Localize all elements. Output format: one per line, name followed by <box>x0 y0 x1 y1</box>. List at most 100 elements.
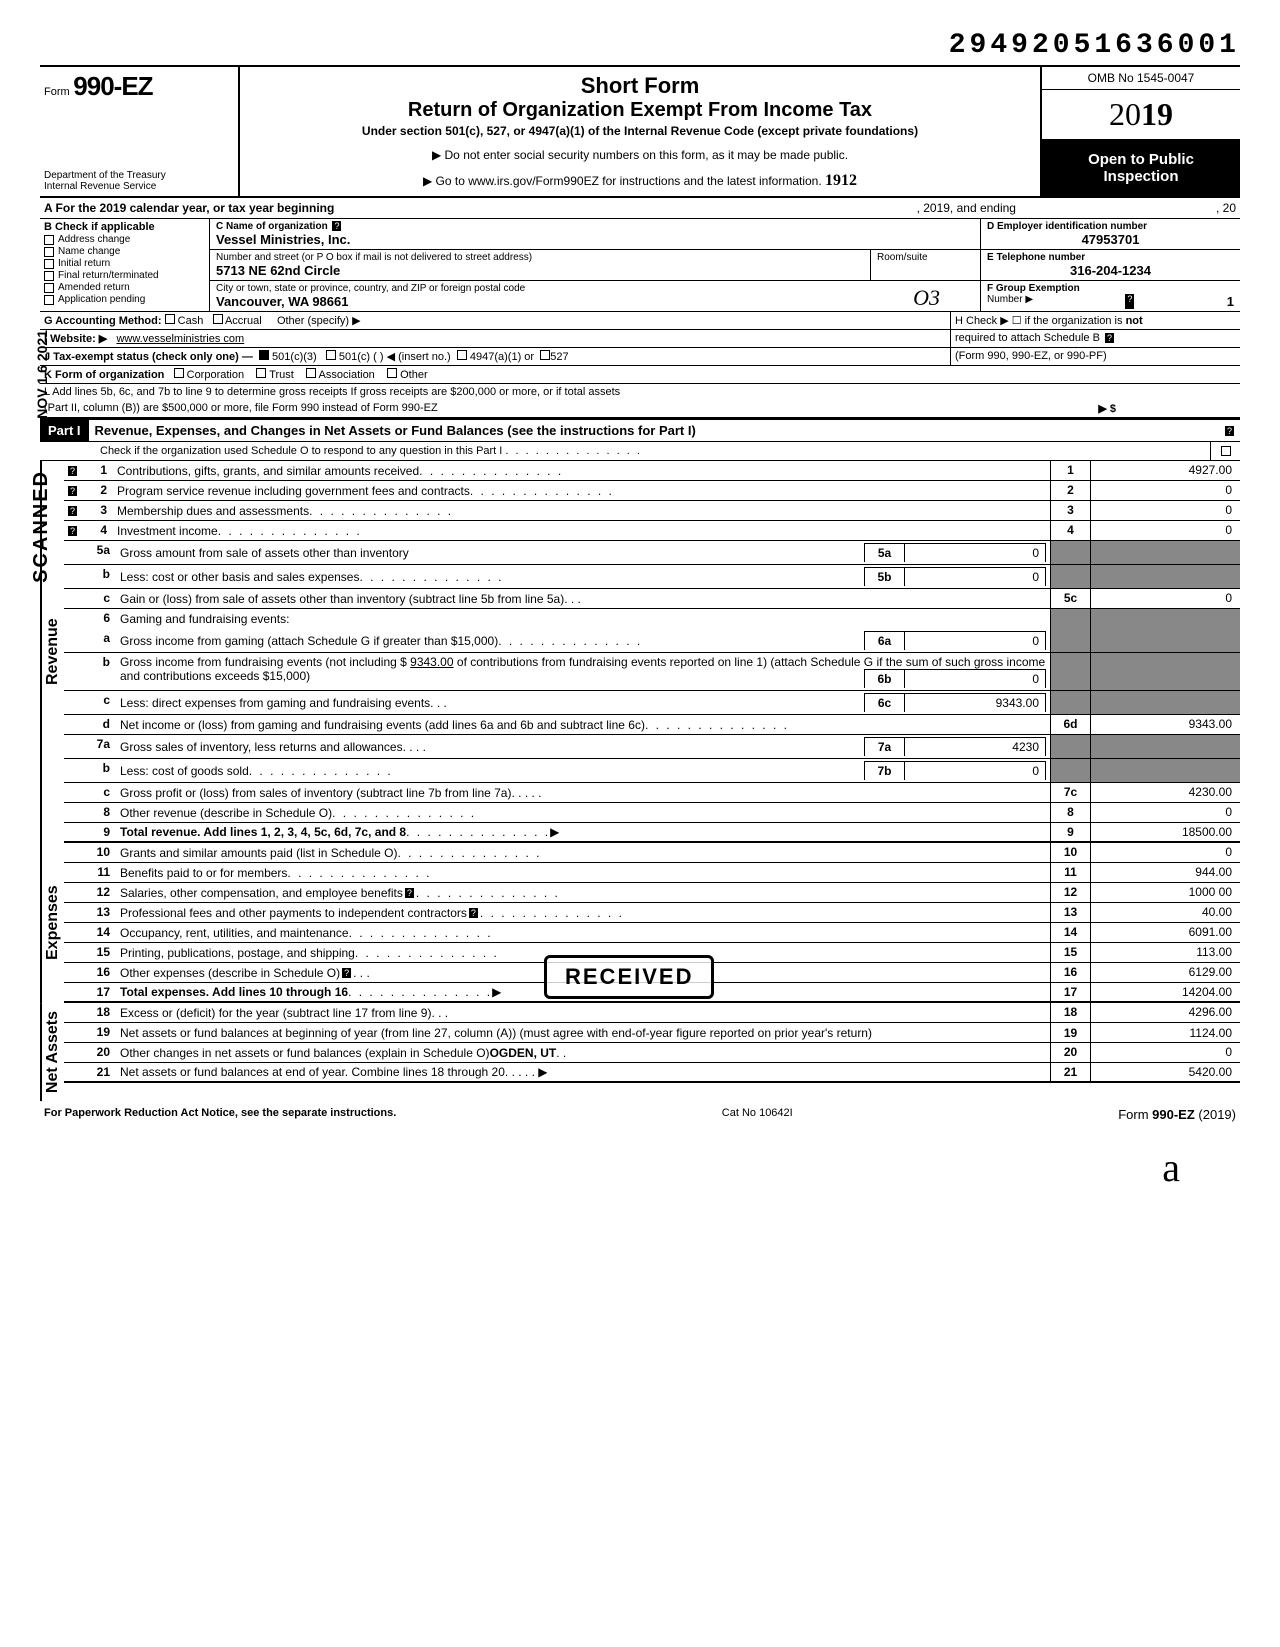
room-suite: Room/suite <box>870 250 980 280</box>
cb-527[interactable] <box>540 350 550 360</box>
help-icon[interactable]: ? <box>469 908 478 918</box>
cb-label-5: Application pending <box>58 294 145 305</box>
k-label: K Form of organization <box>44 369 164 381</box>
line-a: A For the 2019 calendar year, or tax yea… <box>40 198 1240 219</box>
ln8-c: 8 <box>1050 803 1090 822</box>
website-value: www.vesselministries com <box>116 333 244 345</box>
ln11-d: Benefits paid to or for members <box>116 863 1050 882</box>
handwritten-o3: O3 <box>913 285 940 311</box>
date-stamp: NOV 1 6 2021 <box>34 330 50 419</box>
ln5c-d: Gain or (loss) from sale of assets other… <box>116 589 1050 608</box>
cb-501c[interactable] <box>326 350 336 360</box>
h-line2: not <box>1126 315 1143 327</box>
cb-501c3-checked[interactable] <box>259 350 269 360</box>
cb-4947[interactable] <box>457 350 467 360</box>
ln1-v: 4927.00 <box>1090 461 1240 480</box>
instruction-1: ▶ Do not enter social security numbers o… <box>252 148 1028 162</box>
ln17-c: 17 <box>1050 983 1090 1001</box>
help-icon[interactable]: ? <box>1105 333 1114 343</box>
cb-accrual[interactable] <box>213 314 223 324</box>
footer-left: For Paperwork Reduction Act Notice, see … <box>44 1107 396 1122</box>
help-icon[interactable]: ? <box>68 506 77 516</box>
line-2: ? 2 Program service revenue including go… <box>64 481 1240 501</box>
ln5a-ic: 5a <box>865 544 905 562</box>
footer-mid: Cat No 10642I <box>722 1107 793 1122</box>
j-insert: ) ◀ (insert no.) <box>380 351 451 363</box>
cb-application-pending[interactable]: Application pending <box>44 294 205 305</box>
h-line3: required to attach Schedule B <box>955 332 1100 344</box>
cb-final-return[interactable]: Final return/terminated <box>44 270 205 281</box>
cb-schedule-o[interactable] <box>1221 446 1231 456</box>
ln13-c: 13 <box>1050 903 1090 922</box>
ln14-n: 14 <box>82 923 116 942</box>
ln3-d: Membership dues and assessments <box>113 501 1050 520</box>
ln5b-n: b <box>82 565 116 588</box>
ln6a-c <box>1050 629 1090 652</box>
g-label: G Accounting Method: <box>44 315 162 327</box>
ln7c-n: c <box>82 783 116 802</box>
title-sub: Under section 501(c), 527, or 4947(a)(1)… <box>252 124 1028 138</box>
line-12: 12 Salaries, other compensation, and emp… <box>64 883 1240 903</box>
cb-initial-return[interactable]: Initial return <box>44 258 205 269</box>
cb-corp[interactable] <box>174 368 184 378</box>
org-name: Vessel Ministries, Inc. <box>216 232 974 247</box>
ln15-n: 15 <box>82 943 116 962</box>
line-7b: b Less: cost of goods sold 7b0 <box>64 759 1240 783</box>
help-icon[interactable]: ? <box>68 466 77 476</box>
row-k-content: K Form of organization Corporation Trust… <box>40 366 1240 383</box>
help-icon[interactable]: ? <box>1225 426 1234 436</box>
ln7a-v <box>1090 735 1240 758</box>
help-icon[interactable]: ? <box>68 486 77 496</box>
ln11-n: 11 <box>82 863 116 882</box>
title-short: Short Form <box>252 73 1028 99</box>
ein-value: 47953701 <box>987 232 1234 247</box>
help-icon[interactable]: ? <box>342 968 351 978</box>
cb-other-org[interactable] <box>387 368 397 378</box>
ln6a-ic: 6a <box>865 632 905 650</box>
org-city-row: City or town, state or province, country… <box>210 281 980 311</box>
k-corp: Corporation <box>187 369 244 381</box>
ln5a-c <box>1050 541 1090 564</box>
row-j-content: J Tax-exempt status (check only one) — 5… <box>40 348 950 365</box>
ln6-v <box>1090 609 1240 629</box>
ln5b-c <box>1050 565 1090 588</box>
ln6d-d: Net income or (loss) from gaming and fun… <box>116 715 1050 734</box>
ln9-n: 9 <box>82 823 116 841</box>
cb-assoc[interactable] <box>306 368 316 378</box>
help-icon[interactable]: ? <box>405 888 414 898</box>
org-addr-row: Number and street (or P O box if mail is… <box>210 250 980 281</box>
ln3-n: 3 <box>79 501 113 520</box>
ln6b-ic: 6b <box>865 670 905 688</box>
cb-label-1: Name change <box>58 246 120 257</box>
omb-number: OMB No 1545-0047 <box>1042 67 1240 90</box>
l-line1: L Add lines 5b, 6c, and 7b to line 9 to … <box>40 384 1240 400</box>
c-label: C Name of organization <box>216 221 328 232</box>
part1-header-row: Part I Revenue, Expenses, and Changes in… <box>40 419 1240 442</box>
part1-label: Part I <box>40 420 89 441</box>
cb-trust[interactable] <box>256 368 266 378</box>
g-accrual: Accrual <box>225 315 262 327</box>
row-i-content: I Website: ▶ www.vesselministries com <box>40 330 950 347</box>
handwritten-1912: 1912 <box>825 172 857 189</box>
open-public-2: Inspection <box>1046 168 1236 185</box>
help-icon[interactable]: ? <box>332 221 341 231</box>
help-icon[interactable]: ? <box>1125 294 1134 309</box>
ln5a-v <box>1090 541 1240 564</box>
cb-name-change[interactable]: Name change <box>44 246 205 257</box>
cb-address-change[interactable]: Address change <box>44 234 205 245</box>
ln3-c: 3 <box>1050 501 1090 520</box>
line-6d: d Net income or (loss) from gaming and f… <box>64 715 1240 735</box>
ln12-c: 12 <box>1050 883 1090 902</box>
line-5c: c Gain or (loss) from sale of assets oth… <box>64 589 1240 609</box>
help-icon[interactable]: ? <box>68 526 77 536</box>
ln4-v: 0 <box>1090 521 1240 540</box>
cb-cash[interactable] <box>165 314 175 324</box>
cb-amended-return[interactable]: Amended return <box>44 282 205 293</box>
ln13-v: 40.00 <box>1090 903 1240 922</box>
line-19: 19 Net assets or fund balances at beginn… <box>64 1023 1240 1043</box>
ln20-c: 20 <box>1050 1043 1090 1062</box>
col-c: C Name of organization ? Vessel Ministri… <box>210 219 980 311</box>
ln5b-ic: 5b <box>865 568 905 586</box>
netassets-label: Net Assets <box>40 1003 64 1101</box>
line-11: 11 Benefits paid to or for members 11 94… <box>64 863 1240 883</box>
